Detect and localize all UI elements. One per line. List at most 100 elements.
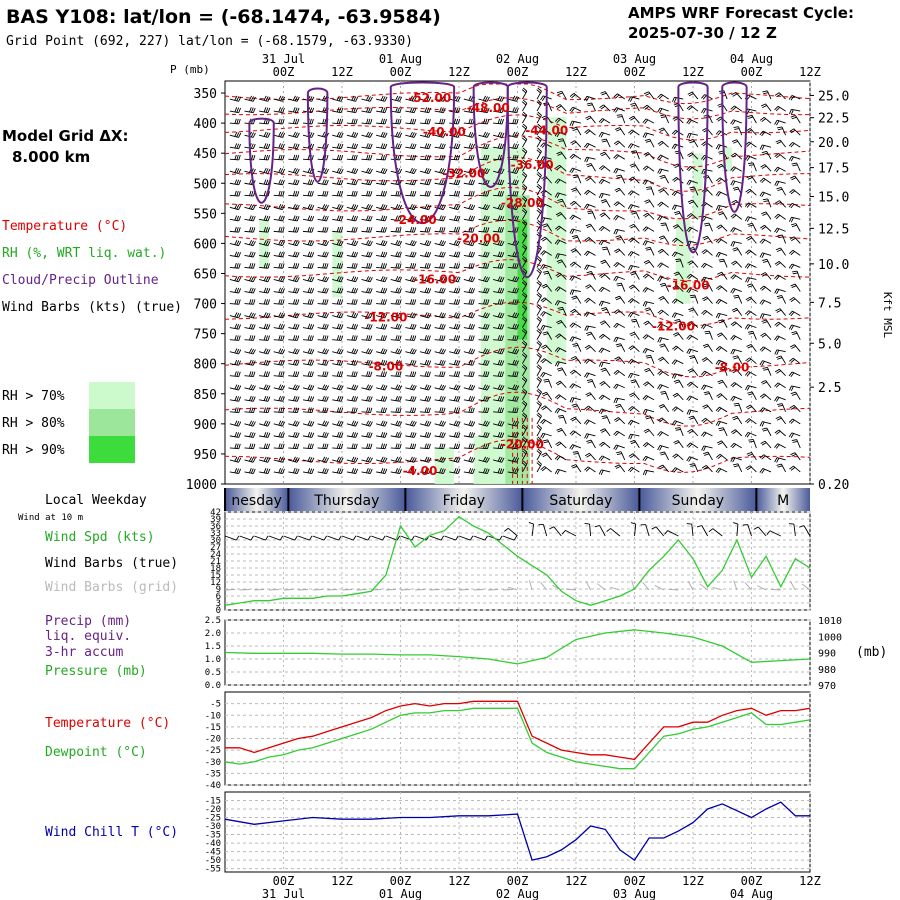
- wind-barb-flag: [282, 371, 285, 377]
- wind-barb-flag: [453, 240, 457, 245]
- wind-barb-staff: [302, 351, 312, 355]
- wind-barb-staff: [478, 279, 488, 283]
- wind-barb: [332, 240, 344, 247]
- wind-barb-staff: [419, 254, 429, 258]
- wind-barb-flag: [253, 371, 256, 377]
- wind-barb-flag: [280, 348, 284, 354]
- wind-barb-flag: [411, 457, 415, 462]
- wind-barb-flag: [453, 215, 457, 221]
- wind-barb: [244, 107, 256, 114]
- wind-barb: [478, 384, 490, 391]
- wind-barb-staff: [273, 339, 283, 341]
- wind-barb-flag: [309, 420, 313, 426]
- wind-barb-flag: [512, 251, 515, 257]
- wind-barb-staff: [361, 471, 371, 474]
- wind-barb: [463, 348, 476, 355]
- wind-barb-flag: [267, 443, 270, 449]
- wind-barb-flag: [296, 313, 300, 319]
- wind-barb-flag: [248, 95, 253, 101]
- wind-barb-flag: [395, 190, 398, 196]
- wind-barb-flag: [443, 407, 446, 413]
- wind-barb-flag: [482, 203, 487, 209]
- wind-barb-staff: [229, 218, 239, 222]
- wind-barb-staff: [376, 242, 385, 247]
- wind-barb-staff: [346, 375, 356, 377]
- wind-barb: [259, 262, 270, 269]
- wind-barb-flag: [428, 143, 432, 149]
- wind-barb: [259, 384, 271, 391]
- wind-barb-staff: [449, 315, 459, 319]
- wind-barb-staff: [273, 291, 283, 294]
- wind-barb-staff: [273, 122, 283, 125]
- wind-barb-flag: [457, 241, 461, 246]
- wind-barb-staff: [361, 327, 371, 330]
- wind-barb: [507, 443, 519, 450]
- wind-barb-flag: [340, 360, 344, 366]
- wind-barb-staff: [434, 459, 444, 463]
- wind-barb-flag: [453, 262, 457, 269]
- wind-barb: [273, 407, 285, 414]
- wind-barb: [478, 226, 490, 233]
- wind-barb-flag: [351, 154, 354, 160]
- wind-barb-flag: [325, 168, 329, 174]
- wind-barb-flag: [355, 180, 359, 185]
- wind-barb-flag: [457, 432, 461, 438]
- wind-barb-flag: [263, 251, 267, 257]
- wind-barb-flag: [484, 215, 488, 221]
- wind-barb: [478, 299, 490, 305]
- wind-barb-flag: [439, 154, 442, 160]
- wind-barb-flag: [265, 107, 269, 113]
- wind-barb-flag: [443, 227, 446, 233]
- forecast-label: AMPS WRF Forecast Cycle:: [628, 4, 854, 22]
- wind-barb-flag: [294, 276, 298, 282]
- wind-barb-staff: [288, 327, 298, 330]
- wind-barb-flag: [282, 468, 285, 474]
- wind-barb: [419, 262, 431, 269]
- wind-barb: [434, 431, 446, 438]
- wind-barb-flag: [292, 276, 296, 281]
- wind-barb-flag: [265, 312, 269, 318]
- wind-barb-staff: [361, 399, 371, 402]
- wind-barb-flag: [265, 468, 269, 474]
- wind-barb: [434, 95, 446, 102]
- wind-barb-flag: [249, 299, 252, 305]
- wind-barb-flag: [484, 132, 488, 138]
- wind-barb-flag: [439, 371, 442, 377]
- wind-barb: [273, 323, 285, 330]
- wind-barb: [449, 167, 461, 174]
- wind-barb-flag: [236, 420, 240, 426]
- wind-barb-flag: [353, 215, 357, 221]
- wind-barb: [302, 335, 314, 341]
- wind-barb-staff: [302, 242, 312, 247]
- wind-barb-flag: [353, 324, 357, 329]
- wind-barb-staff: [229, 158, 239, 161]
- wind-barb-flag: [497, 118, 501, 124]
- wind-barb-staff: [405, 158, 415, 161]
- wind-barb-flag: [497, 95, 501, 101]
- wind-barb-staff: [390, 98, 400, 102]
- wind-barb-flag: [263, 107, 267, 113]
- wind-barb-flag: [409, 262, 413, 269]
- wind-barb-flag: [413, 107, 417, 113]
- wind-barb-flag: [384, 385, 388, 391]
- wind-barb-flag: [367, 384, 371, 390]
- wind-barb: [449, 226, 461, 233]
- wind-barb-staff: [478, 447, 488, 450]
- wind-barb-flag: [442, 349, 446, 355]
- wind-barb: [288, 190, 300, 197]
- wind-barb-staff: [419, 242, 429, 247]
- wind-barb-staff: [361, 218, 371, 222]
- wind-barb-flag: [280, 276, 284, 282]
- wind-barb-staff: [449, 206, 459, 211]
- wind-barb-flag: [234, 167, 238, 173]
- wind-barb-flag: [483, 215, 486, 221]
- wind-barb-flag: [426, 143, 430, 149]
- wind-barb: [419, 431, 432, 438]
- wind-barb-flag: [353, 457, 357, 462]
- wind-barb: [478, 431, 490, 438]
- wind-barb-staff: [259, 242, 268, 247]
- wind-barb-flag: [355, 288, 359, 294]
- wind-barb-flag: [470, 420, 474, 426]
- wind-barb-flag: [380, 203, 384, 209]
- wind-barb-flag: [263, 407, 267, 413]
